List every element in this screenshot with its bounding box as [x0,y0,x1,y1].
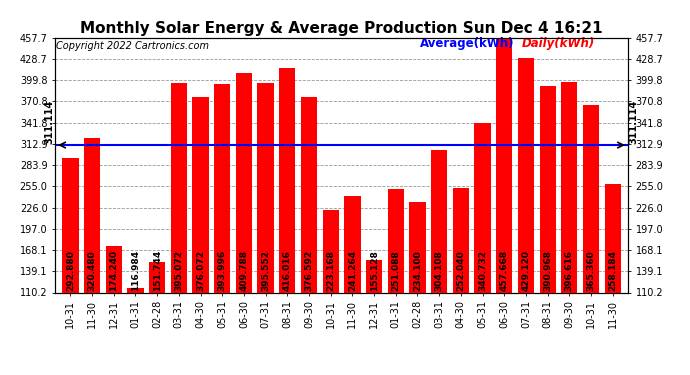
Bar [149,262,166,374]
Bar [518,58,534,374]
Bar [496,38,513,374]
Text: 396.616: 396.616 [565,250,574,291]
Bar [561,82,578,374]
Text: 304.108: 304.108 [435,250,444,291]
Bar [236,73,252,374]
Text: 223.168: 223.168 [326,250,335,291]
Text: 174.240: 174.240 [109,250,118,291]
Text: 409.788: 409.788 [239,250,248,291]
Bar [322,210,339,374]
Text: 311.114: 311.114 [45,100,55,144]
Bar [84,138,100,374]
Text: 258.184: 258.184 [608,250,618,291]
Bar [257,83,274,374]
Title: Monthly Solar Energy & Average Production Sun Dec 4 16:21: Monthly Solar Energy & Average Productio… [80,21,603,36]
Text: 395.552: 395.552 [261,250,270,291]
Text: 241.264: 241.264 [348,250,357,291]
Bar [366,260,382,374]
Bar [431,150,447,374]
Bar [453,188,469,374]
Bar [475,123,491,374]
Bar [540,87,555,374]
Text: 340.732: 340.732 [478,250,487,291]
Text: Average(kWh): Average(kWh) [420,38,515,51]
Text: 252.040: 252.040 [456,250,465,291]
Bar [214,84,230,374]
Bar [604,184,621,374]
Text: 116.984: 116.984 [131,250,140,291]
Text: Copyright 2022 Cartronics.com: Copyright 2022 Cartronics.com [56,41,208,51]
Bar [409,202,426,374]
Text: 390.968: 390.968 [543,250,552,291]
Bar [583,105,599,374]
Bar [128,288,144,374]
Text: 292.880: 292.880 [66,250,75,291]
Text: 365.360: 365.360 [586,250,595,291]
Bar [344,196,361,374]
Text: 376.592: 376.592 [304,250,313,291]
Text: 393.996: 393.996 [218,250,227,291]
Bar [62,159,79,374]
Text: 395.072: 395.072 [175,250,184,291]
Bar [193,98,208,374]
Text: Daily(kWh): Daily(kWh) [522,38,595,51]
Text: 376.072: 376.072 [196,250,205,291]
Text: 234.100: 234.100 [413,250,422,291]
Bar [279,68,295,374]
Text: 151.744: 151.744 [152,250,161,291]
Text: 311.114: 311.114 [629,100,638,144]
Text: 251.088: 251.088 [391,250,400,291]
Text: 320.480: 320.480 [88,250,97,291]
Text: 155.128: 155.128 [370,250,379,291]
Text: 429.120: 429.120 [522,250,531,291]
Bar [170,84,187,374]
Bar [388,189,404,374]
Text: 416.016: 416.016 [283,250,292,291]
Text: 457.668: 457.668 [500,250,509,291]
Bar [106,246,122,374]
Bar [301,97,317,374]
